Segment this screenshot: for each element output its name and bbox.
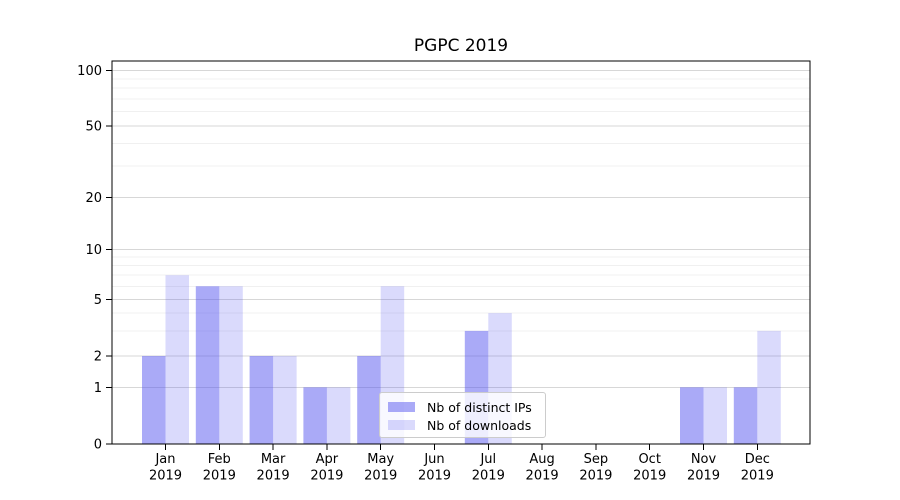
x-tick-label-year: 2019: [364, 469, 397, 484]
x-tick-label-year: 2019: [310, 469, 343, 484]
legend-label-distinct-ips: Nb of distinct IPs: [427, 399, 532, 415]
legend-swatch-distinct-ips: [388, 402, 415, 412]
legend: Nb of distinct IPs Nb of downloads: [379, 392, 546, 438]
axis-frame: [111, 60, 811, 445]
x-tick-label-month: Sep: [584, 452, 609, 467]
bar-downloads: [273, 356, 297, 444]
legend-item-distinct-ips: Nb of distinct IPs: [388, 398, 537, 416]
x-tick-label-year: 2019: [149, 469, 182, 484]
y-tick-label: 1: [94, 381, 102, 396]
bar-distinct-ips: [195, 286, 220, 444]
x-tick-label-year: 2019: [741, 469, 774, 484]
y-tick-label: 2: [94, 350, 102, 365]
x-tick-label-month: Mar: [261, 452, 286, 467]
bar-distinct-ips: [249, 356, 274, 444]
x-tick-label-year: 2019: [687, 469, 720, 484]
y-tick-label: 0: [94, 438, 102, 453]
bar-distinct-ips: [142, 356, 166, 444]
bar-distinct-ips: [680, 387, 704, 444]
x-tick-label-month: May: [367, 452, 394, 467]
chart-title: PGPC 2019: [413, 36, 509, 56]
x-tick-label-month: Dec: [745, 452, 770, 467]
bar-downloads: [703, 387, 727, 444]
legend-swatch-downloads: [388, 420, 415, 430]
y-tick-label: 10: [85, 243, 102, 258]
x-tick-label-month: Jul: [479, 452, 496, 467]
bar-downloads: [326, 387, 351, 444]
y-tick-label: 20: [85, 191, 102, 206]
bar-distinct-ips: [303, 387, 327, 444]
x-tick-label-month: Nov: [691, 452, 717, 467]
x-tick-label-month: Feb: [208, 452, 231, 467]
x-tick-label-month: Jun: [423, 452, 444, 467]
x-tick-label-year: 2019: [418, 469, 451, 484]
x-tick-label-month: Oct: [638, 452, 660, 467]
bar-distinct-ips: [357, 356, 381, 444]
y-tick-label: 50: [85, 120, 102, 135]
x-tick-label-month: Apr: [316, 452, 339, 467]
y-tick-label: 100: [77, 64, 102, 79]
x-tick-label-month: Jan: [154, 452, 175, 467]
x-tick-label-year: 2019: [526, 469, 559, 484]
bar-downloads: [757, 330, 781, 444]
bar-distinct-ips: [733, 387, 758, 444]
x-tick-label-month: Aug: [529, 452, 554, 467]
x-tick-label-year: 2019: [579, 469, 612, 484]
x-tick-label-year: 2019: [257, 469, 290, 484]
x-tick-label-year: 2019: [472, 469, 505, 484]
bar-downloads: [165, 275, 189, 444]
legend-label-downloads: Nb of downloads: [427, 417, 532, 433]
legend-item-downloads: Nb of downloads: [388, 416, 537, 434]
y-tick-label: 5: [94, 293, 102, 308]
x-tick-label-year: 2019: [633, 469, 666, 484]
bar-downloads: [219, 286, 243, 444]
x-tick-label-year: 2019: [203, 469, 236, 484]
